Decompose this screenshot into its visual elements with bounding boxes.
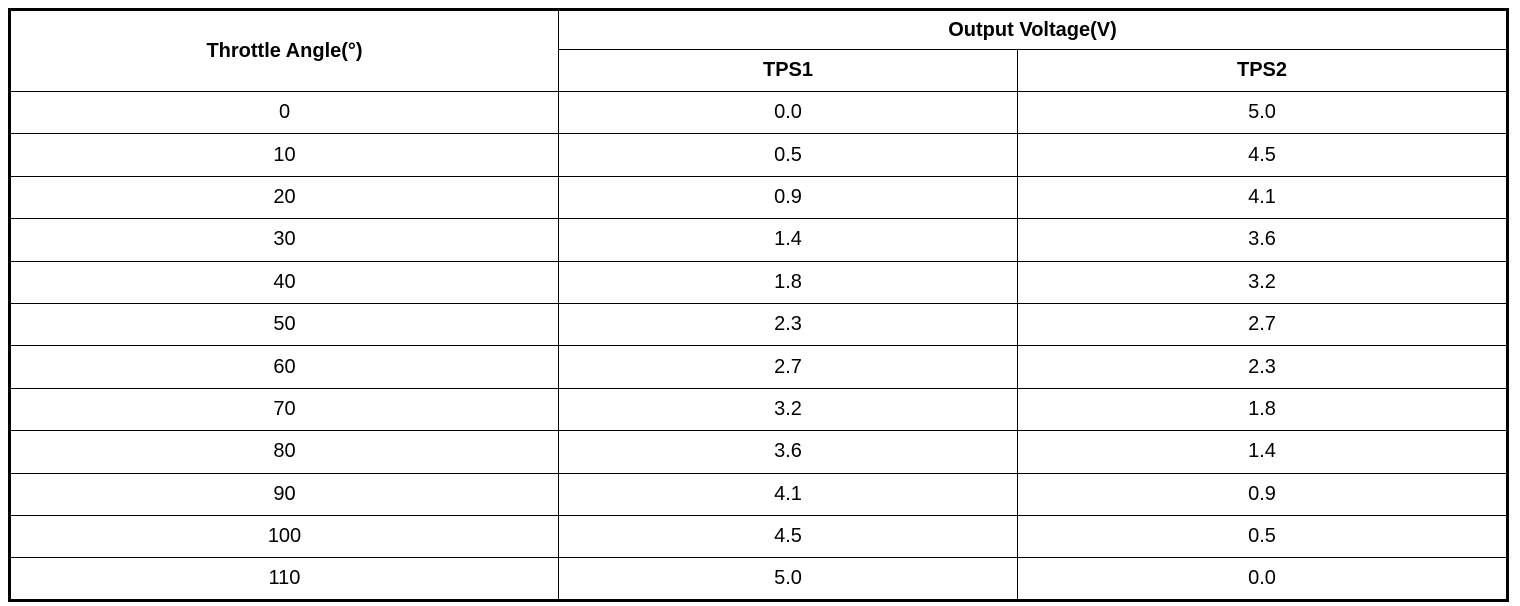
table-cell: 0.9: [558, 175, 1018, 220]
table-cell: 3.6: [1017, 218, 1508, 262]
table-cell: 1.8: [1017, 387, 1508, 432]
table-cell: 50: [9, 302, 559, 347]
table-cell: 5.0: [558, 557, 1018, 601]
table-cell: 40: [9, 260, 559, 304]
table-cell: 4.5: [558, 514, 1018, 559]
table-cell: 2.3: [558, 302, 1018, 347]
table-cell: 3.2: [1017, 260, 1508, 304]
table-cell: 20: [9, 175, 559, 220]
header-row: TPS1 TPS2: [10, 49, 1508, 92]
table-row: 70 3.2 1.8: [9, 387, 1508, 432]
table-cell: 0.5: [558, 133, 1018, 177]
table-row: 90 4.1 0.9: [9, 472, 1508, 516]
table-cell: 2.3: [1017, 345, 1508, 389]
group-header: Output Voltage(V): [558, 9, 1508, 50]
table-cell: 10: [9, 133, 559, 177]
table-cell: 1.4: [558, 218, 1018, 262]
table-row: 0 0.0 5.0: [9, 90, 1508, 135]
table-cell: 70: [9, 387, 559, 432]
table-cell: 0.0: [558, 90, 1018, 135]
table-cell: 2.7: [558, 345, 1018, 389]
table-cell: 4.5: [1017, 133, 1508, 177]
table-cell: 2.7: [1017, 302, 1508, 347]
table-cell: 1.8: [558, 260, 1018, 304]
table-cell: 80: [9, 430, 559, 474]
table-header: Throttle Angle(°) Output Voltage(V) TPS1…: [9, 9, 1508, 92]
table-row: 100 4.5 0.5: [9, 514, 1508, 559]
table-cell: 90: [9, 472, 559, 516]
table-row: 60 2.7 2.3: [9, 345, 1508, 389]
table-cell: 3.2: [558, 387, 1018, 432]
table-row: 80 3.6 1.4: [9, 430, 1508, 474]
table-cell: 0.0: [1017, 557, 1508, 601]
table-row: 110 5.0 0.0: [9, 557, 1508, 601]
table-row: 30 1.4 3.6: [9, 218, 1508, 262]
voltage-table: Throttle Angle(°) Output Voltage(V) TPS1…: [8, 8, 1509, 602]
table-cell: 5.0: [1017, 90, 1508, 135]
sub-header: TPS1: [558, 49, 1018, 92]
table-body: 0 0.0 5.0 10 0.5 4.5 20 0.9 4.1 30 1.4 3.6 40 1.8 3.2 5…: [9, 90, 1508, 601]
table-cell: 100: [9, 514, 559, 559]
table-row: 40 1.8 3.2: [9, 260, 1508, 304]
table-cell: 110: [9, 557, 559, 601]
table-cell: 3.6: [558, 430, 1018, 474]
table-cell: 30: [9, 218, 559, 262]
table-cell: 0.5: [1017, 514, 1508, 559]
table-cell: 4.1: [558, 472, 1018, 516]
table-row: 10 0.5 4.5: [9, 133, 1508, 177]
table-row: 50 2.3 2.7: [9, 302, 1508, 347]
table-cell: 1.4: [1017, 430, 1508, 474]
table-cell: 0.9: [1017, 472, 1508, 516]
table-cell: 60: [9, 345, 559, 389]
table-row: 20 0.9 4.1: [9, 175, 1508, 220]
table-cell: 0: [9, 90, 559, 135]
angle-header: Throttle Angle(°): [9, 9, 559, 92]
header-row: Throttle Angle(°) Output Voltage(V): [9, 9, 1508, 92]
table-cell: 4.1: [1017, 175, 1508, 220]
sub-header: TPS2: [1017, 49, 1508, 92]
